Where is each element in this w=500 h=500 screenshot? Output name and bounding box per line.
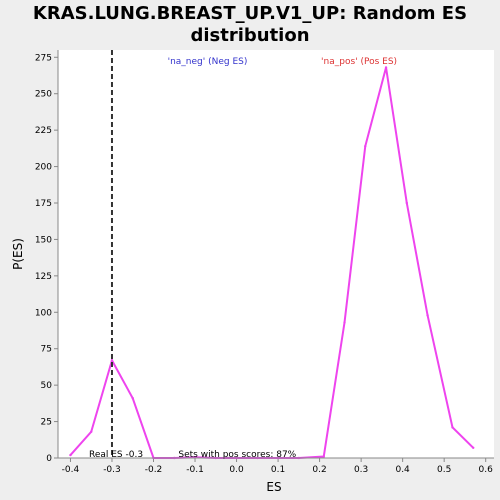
x-tick-label: 0.3 xyxy=(354,465,368,475)
legend-neg: 'na_neg' (Neg ES) xyxy=(168,57,248,67)
x-tick-label: -0.2 xyxy=(145,465,163,475)
real-es-label: Real ES -0.3 xyxy=(89,450,143,460)
data-point xyxy=(343,321,346,324)
x-tick-label: -0.1 xyxy=(186,465,204,475)
chart-title-line1: KRAS.LUNG.BREAST_UP.V1_UP: Random ES xyxy=(32,3,468,24)
x-tick-label: 0.4 xyxy=(395,465,410,475)
data-point xyxy=(364,144,367,148)
y-tick-label: 250 xyxy=(35,90,52,100)
y-tick-label: 100 xyxy=(35,308,52,318)
data-point xyxy=(451,426,454,429)
data-point xyxy=(131,397,134,400)
x-tick-label: 0.0 xyxy=(229,465,244,475)
data-point xyxy=(384,66,388,69)
data-point xyxy=(426,314,429,317)
data-point xyxy=(322,455,325,458)
data-point xyxy=(90,430,93,433)
x-tick-label: 0.2 xyxy=(312,465,326,475)
x-tick-label: -0.3 xyxy=(103,465,121,475)
y-tick-label: 125 xyxy=(35,272,52,282)
x-tick-label: 0.1 xyxy=(271,465,285,475)
y-tick-label: 275 xyxy=(35,53,52,63)
y-tick-label: 0 xyxy=(46,454,52,464)
data-point xyxy=(69,453,72,457)
chart-title-line2: distribution xyxy=(190,25,310,46)
legend-pos: 'na_pos' (Pos ES) xyxy=(321,57,397,67)
data-point xyxy=(472,446,475,449)
y-tick-label: 175 xyxy=(35,199,52,209)
data-point xyxy=(405,201,408,205)
x-tick-label: 0.5 xyxy=(437,465,451,475)
y-tick-label: 225 xyxy=(35,126,52,136)
x-tick-label: -0.4 xyxy=(62,465,80,475)
y-tick-label: 200 xyxy=(35,163,52,173)
pos-scores-annotation: Sets with pos scores: 87% xyxy=(178,450,296,460)
y-axis-label: P(ES) xyxy=(11,238,25,270)
y-tick-label: 75 xyxy=(41,345,52,355)
data-point xyxy=(110,359,114,362)
y-tick-label: 50 xyxy=(41,381,53,391)
x-tick-label: 0.6 xyxy=(479,465,494,475)
y-tick-label: 150 xyxy=(35,235,52,245)
plot-area xyxy=(58,50,494,458)
x-axis-label: ES xyxy=(266,480,281,494)
y-tick-label: 25 xyxy=(41,418,52,428)
